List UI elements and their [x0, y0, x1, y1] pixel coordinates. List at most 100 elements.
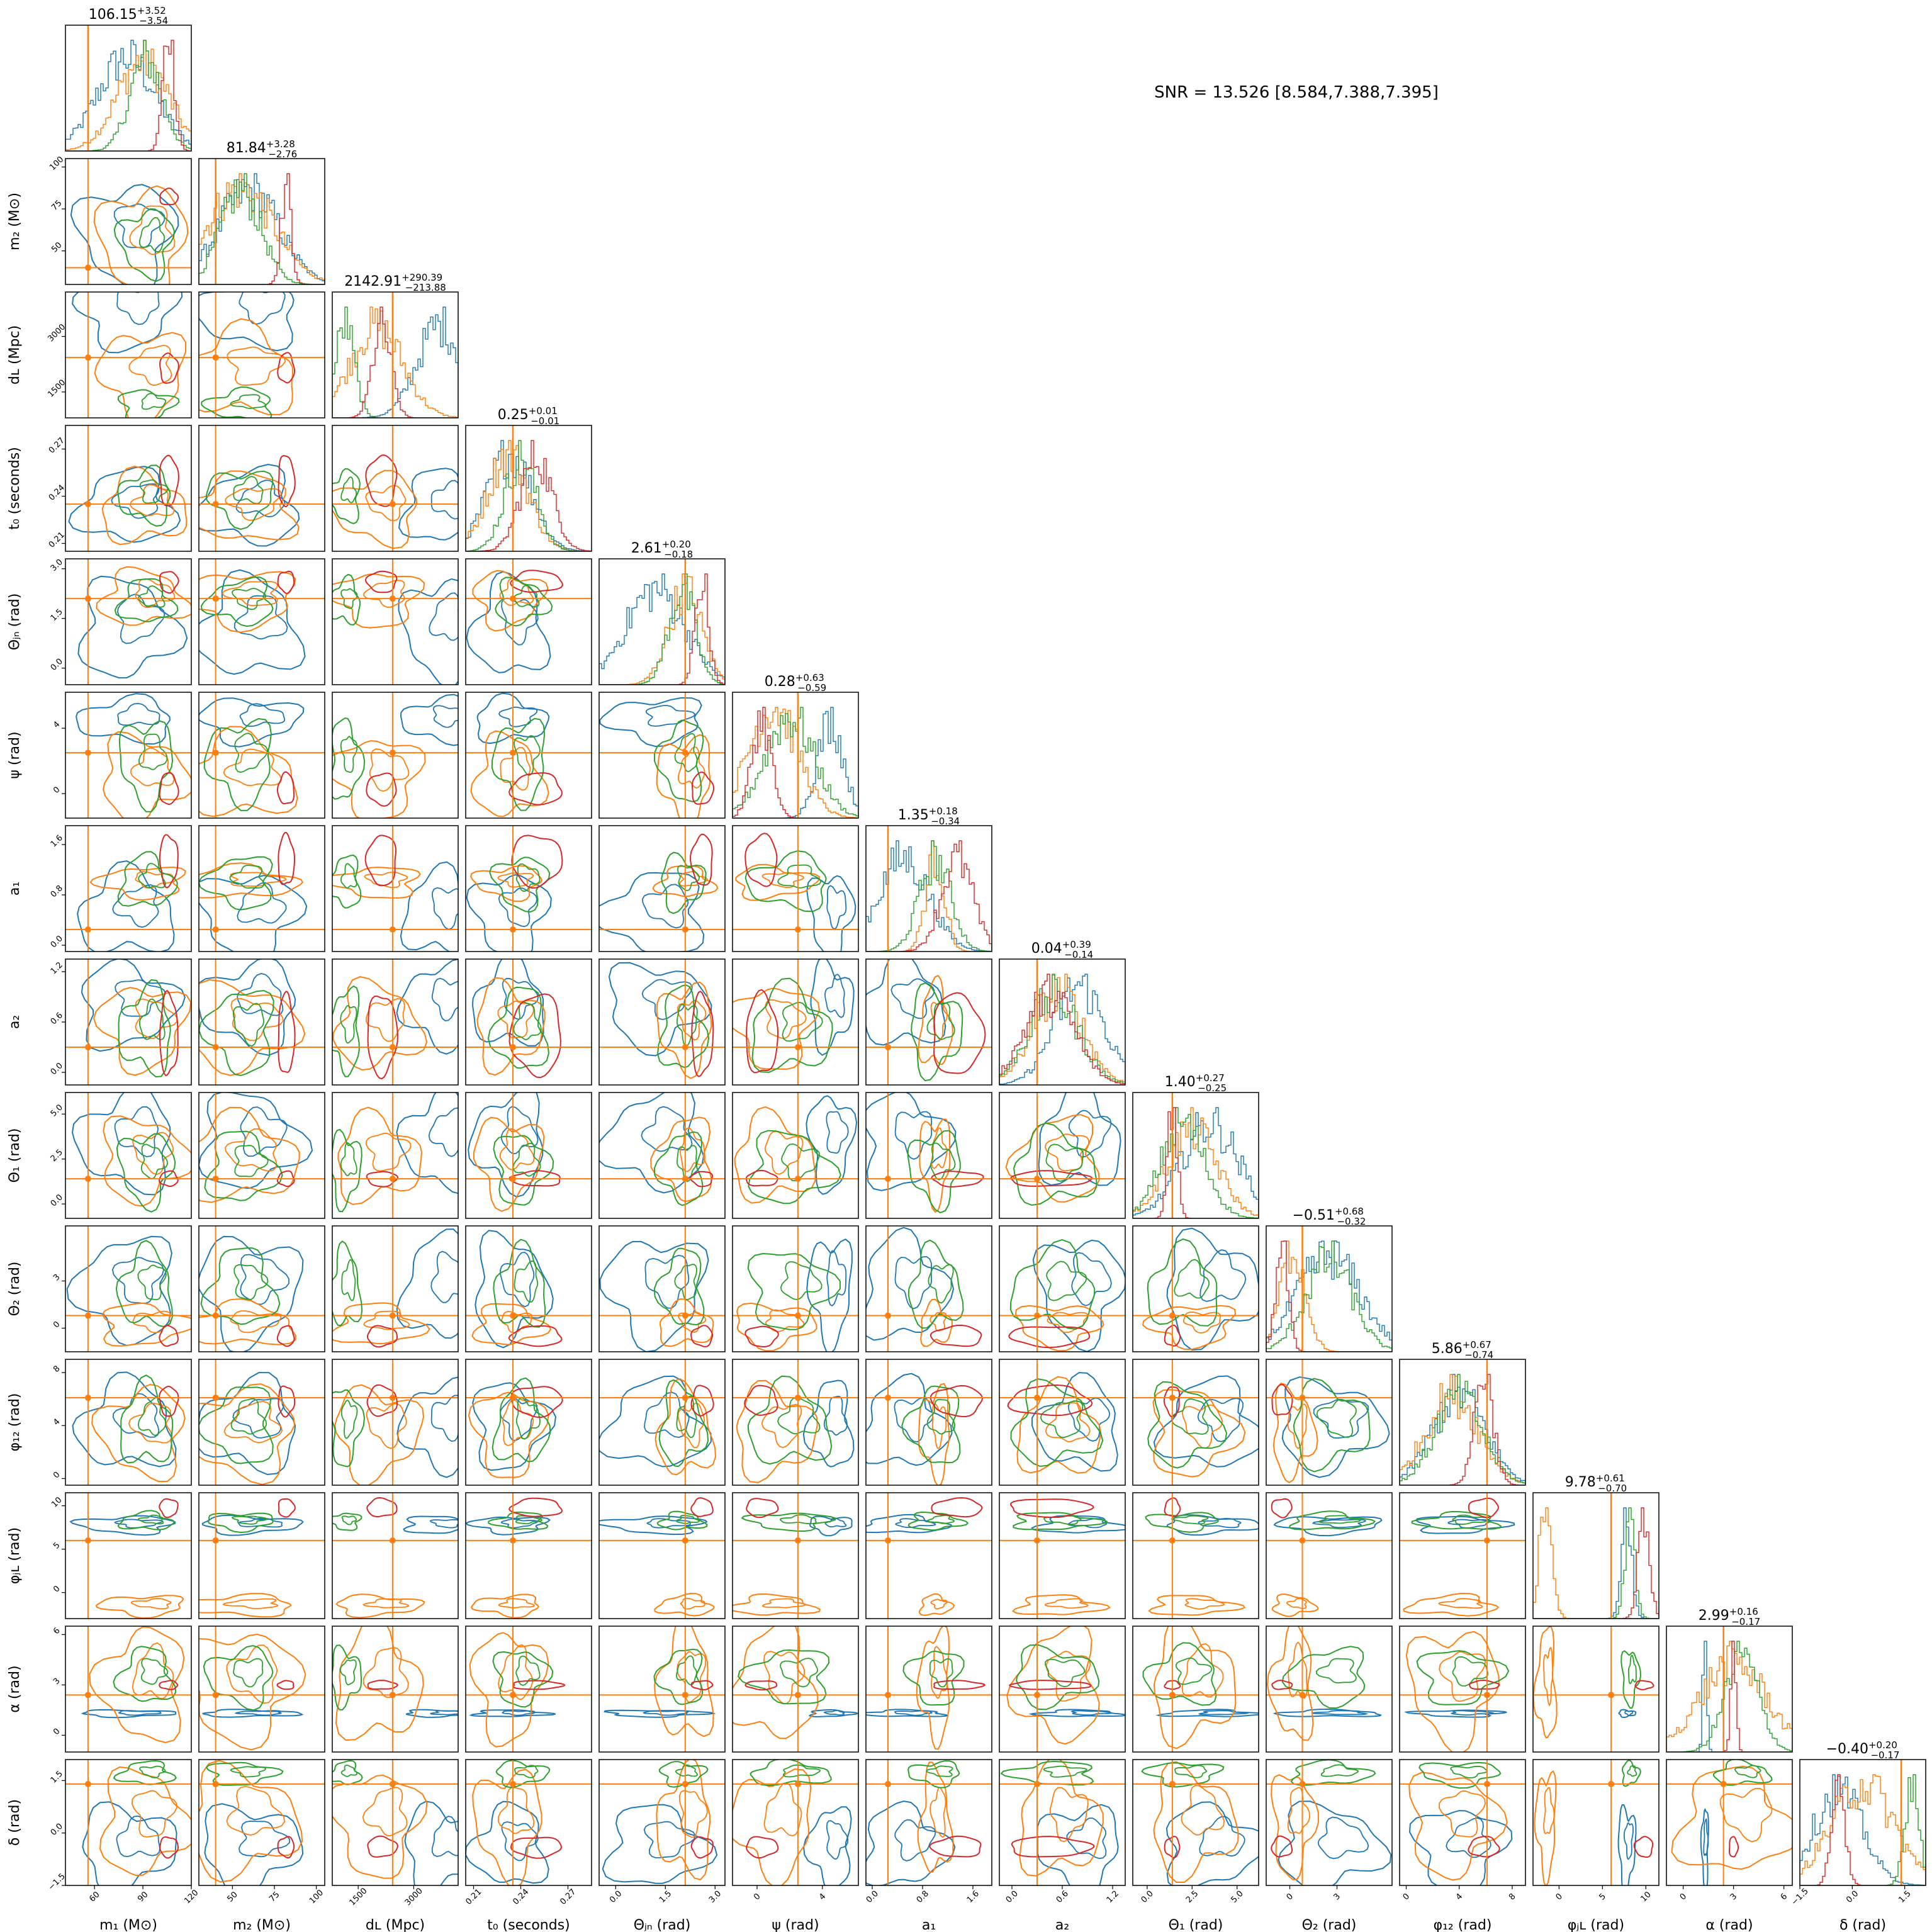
contour-inner-blue: [1311, 1710, 1369, 1716]
contour-red: [1633, 1836, 1654, 1858]
panel-frame: [65, 825, 192, 952]
panel-a2-m2: [199, 959, 325, 1085]
panel-frame: [332, 425, 459, 552]
truth-point: [510, 750, 516, 756]
contour-red: [746, 989, 779, 1074]
contour-green: [201, 386, 272, 418]
contour-red: [1008, 1326, 1091, 1349]
contour-inner-green: [780, 1514, 817, 1525]
contour-orange: [103, 1115, 191, 1207]
contour-blue: [1617, 1804, 1637, 1885]
contour-inner-blue: [116, 1815, 160, 1858]
contour-orange: [652, 865, 719, 897]
contour-inner-green: [1171, 1515, 1209, 1525]
x-tick-label: 0.8: [915, 1889, 931, 1905]
panel-frame: [999, 1225, 1126, 1352]
contour-inner-green: [138, 998, 166, 1041]
panel-frame: [732, 1626, 859, 1753]
contour-orange: [918, 975, 953, 1065]
contour-green: [1416, 1650, 1510, 1705]
panel-frame: [465, 558, 592, 685]
contour-inner-green: [340, 1004, 357, 1044]
contour-inner-orange: [130, 1598, 172, 1610]
contour-inner-orange: [362, 1787, 408, 1837]
contour-inner-orange: [931, 1127, 948, 1169]
panel-frame: [65, 1225, 192, 1352]
y-axis-label-theta2: Θ₂ (rad): [7, 1262, 23, 1317]
contour-inner-orange: [130, 747, 175, 787]
contour-green: [656, 1510, 708, 1530]
y-tick-label: 0.0: [49, 1822, 65, 1838]
contour-inner-green: [140, 1658, 169, 1685]
contour-inner-blue: [1069, 1109, 1112, 1158]
contour-inner-green: [340, 588, 358, 609]
contour-red: [744, 1325, 779, 1348]
contour-inner-blue: [500, 1106, 539, 1155]
contour-inner-blue: [823, 1710, 846, 1716]
contour-inner-orange: [763, 1782, 802, 1837]
hist-red-a2: [999, 974, 1125, 1085]
contour-inner-blue: [239, 703, 286, 727]
contour-orange: [199, 1298, 296, 1345]
y-tick-label: 5: [52, 1541, 62, 1551]
panel-theta2-thetajn: [599, 1226, 725, 1352]
contour-inner-orange: [1439, 1651, 1486, 1702]
contour-green: [205, 1761, 284, 1786]
x-tick-label: −1.5: [1790, 1887, 1811, 1907]
contour-orange: [199, 862, 304, 899]
contour-green: [332, 1240, 363, 1327]
contour-green: [1147, 1381, 1228, 1469]
contour-inner-blue: [114, 1106, 159, 1157]
contour-orange: [476, 977, 546, 1076]
contour-inner-blue: [641, 1106, 693, 1152]
contour-orange: [1148, 1595, 1246, 1616]
contour-inner-orange: [677, 746, 705, 789]
contour-inner-blue: [1198, 1517, 1242, 1529]
panel-frame: [198, 291, 325, 418]
truth-point: [682, 1537, 688, 1544]
contour-inner-orange: [765, 1309, 805, 1332]
panel-frame: [1399, 1359, 1526, 1486]
y-tick-label: 0: [52, 1727, 62, 1737]
x-tick-label: 5: [1597, 1892, 1607, 1902]
panel-delta-theta1: [1133, 1760, 1259, 1885]
y-tick-label: 10: [50, 1495, 64, 1509]
truth-point: [1608, 1780, 1615, 1787]
contour-red: [159, 352, 179, 384]
truth-point: [84, 264, 91, 271]
truth-point: [1483, 1692, 1490, 1699]
contour-inner-green: [340, 1765, 358, 1777]
panel-t0-dL: [332, 425, 458, 551]
contour-red: [367, 1680, 398, 1690]
panel-phi12-dL: [332, 1359, 458, 1485]
panel-delta-dL: [332, 1760, 458, 1885]
contour-inner-orange: [363, 580, 405, 608]
x-axis-label-m1: m₁ (M⊙): [99, 1918, 157, 1932]
panel-frame: [65, 291, 192, 418]
contour-blue: [599, 1240, 709, 1352]
truth-point: [84, 926, 91, 933]
contour-green: [902, 1650, 965, 1706]
contour-blue: [1032, 1239, 1125, 1352]
contour-red: [510, 570, 563, 593]
contour-inner-blue: [501, 1821, 539, 1862]
contour-orange: [335, 1626, 424, 1741]
contour-inner-green: [515, 863, 541, 892]
y-tick-label: 3: [52, 1676, 62, 1687]
contour-inner-orange: [363, 1310, 410, 1330]
contour-inner-green: [777, 864, 822, 889]
contour-green: [495, 1760, 551, 1789]
contour-green: [748, 1130, 841, 1205]
contour-inner-green: [340, 1142, 357, 1176]
truth-point: [84, 1312, 91, 1319]
contour-red: [278, 991, 296, 1074]
truth-point: [1720, 1780, 1727, 1787]
panel-frame: [65, 1759, 192, 1886]
contour-orange: [1271, 1593, 1319, 1617]
panel-frame: [732, 692, 859, 819]
contour-inner-green: [780, 1658, 819, 1688]
contour-inner-green: [137, 585, 166, 608]
truth-point: [1299, 1692, 1306, 1699]
contour-inner-green: [232, 1003, 265, 1047]
panel-frame: [1132, 1759, 1259, 1886]
